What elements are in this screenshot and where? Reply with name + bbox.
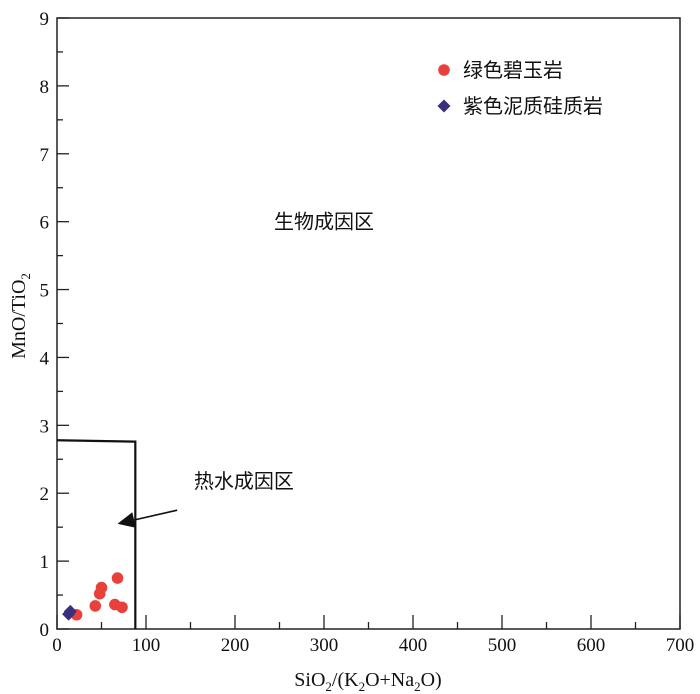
x-tick-label: 100	[132, 635, 161, 656]
data-point-series-0	[89, 600, 102, 612]
y-tick-label: 7	[40, 145, 50, 166]
hydrothermal-boundary	[56, 439, 137, 629]
zone-label: 生物成因区	[274, 209, 374, 233]
y-tick-label: 2	[40, 484, 50, 505]
x-axis-title: SiO2/(K2O+Na2O)	[294, 669, 441, 694]
data-point-series-1	[63, 604, 77, 618]
x-tick-label: 400	[399, 635, 428, 656]
y-tick-label: 3	[40, 416, 50, 437]
data-point-series-0	[95, 581, 108, 594]
legend-marker-1	[437, 99, 451, 113]
y-tick-label: 9	[40, 9, 50, 30]
boundary-line	[56, 439, 178, 629]
data-points	[62, 572, 128, 621]
ticks: 0 100 200 300 400 500 600 700 0 1 2 3 4 5 6 7 8 9	[40, 9, 695, 656]
arrow-shaft	[133, 509, 178, 521]
y-tick-label: 8	[40, 77, 50, 98]
x-tick-label: 500	[488, 635, 517, 656]
y-tick-label: 4	[40, 348, 50, 369]
y-tick-label: 5	[40, 281, 50, 302]
x-tick-label: 600	[577, 635, 606, 656]
data-point-series-0	[116, 601, 128, 614]
y-tick-label: 6	[40, 213, 50, 234]
y-tick-label: 0	[40, 620, 50, 641]
legend-marker-0	[438, 64, 450, 76]
y-tick-label: 1	[40, 552, 50, 573]
x-tick-label: 200	[221, 635, 250, 656]
legend-label-1: 紫色泥质硅质岩	[463, 94, 603, 118]
y-axis-title: MnO/TiO2	[8, 273, 33, 359]
x-tick-label: 300	[310, 635, 339, 656]
x-tick-label: 0	[52, 635, 62, 656]
arrow-head	[117, 512, 136, 528]
legend-label-0: 绿色碧玉岩	[463, 58, 563, 82]
zone-label: 热水成因区	[194, 469, 294, 493]
data-point-series-0	[111, 572, 124, 584]
x-tick-label: 700	[666, 635, 695, 656]
